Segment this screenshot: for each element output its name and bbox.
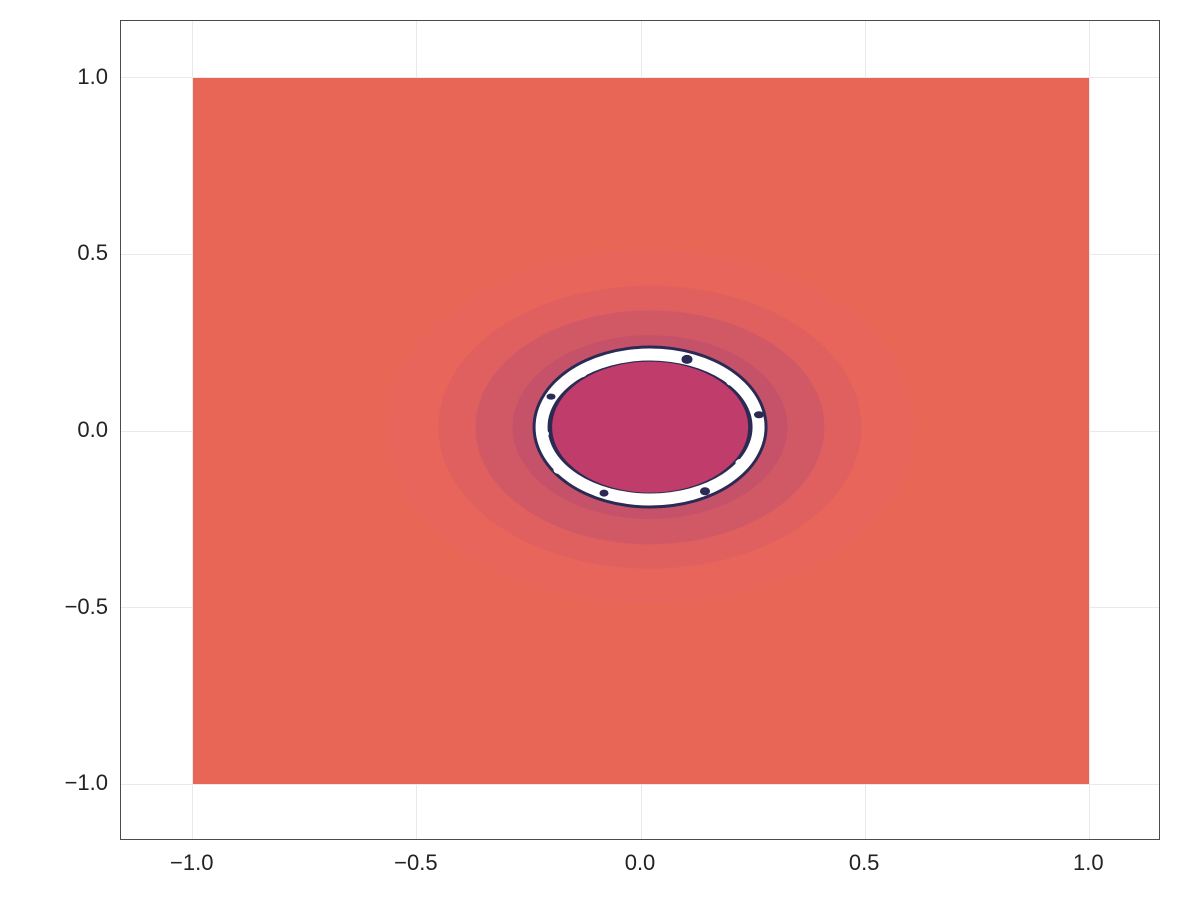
y-tick-label: 1.0 — [77, 64, 108, 90]
boundary-blob — [554, 466, 565, 474]
boundary-blob — [600, 490, 609, 497]
x-tick-label: −0.5 — [394, 850, 437, 876]
figure: −1.0 −0.5 0.0 0.5 1.0 −1.0 −0.5 0.0 0.5 1.0 — [0, 0, 1200, 900]
boundary-blob — [754, 411, 764, 419]
x-tick-label: 0.5 — [849, 850, 880, 876]
boundary-blob — [636, 351, 644, 357]
y-tick-label: −0.5 — [65, 594, 108, 620]
boundary-blob — [682, 355, 693, 363]
boundary-blob — [736, 458, 747, 466]
y-tick-label: 0.5 — [77, 240, 108, 266]
boundary-blob — [643, 494, 656, 504]
y-tick-label: 0.0 — [77, 417, 108, 443]
boundary-blob — [575, 368, 587, 377]
axes-frame — [120, 20, 1160, 840]
x-tick-label: 0.0 — [625, 850, 656, 876]
boundary-blob — [727, 378, 736, 385]
x-tick-label: −1.0 — [170, 850, 213, 876]
boundary-blob — [700, 488, 710, 496]
y-tick-label: −1.0 — [65, 770, 108, 796]
x-tick-label: 1.0 — [1073, 850, 1104, 876]
boundary-blob — [546, 393, 555, 400]
boundary-noise — [121, 21, 1159, 839]
plot-area — [121, 21, 1159, 839]
boundary-blob — [539, 430, 549, 438]
